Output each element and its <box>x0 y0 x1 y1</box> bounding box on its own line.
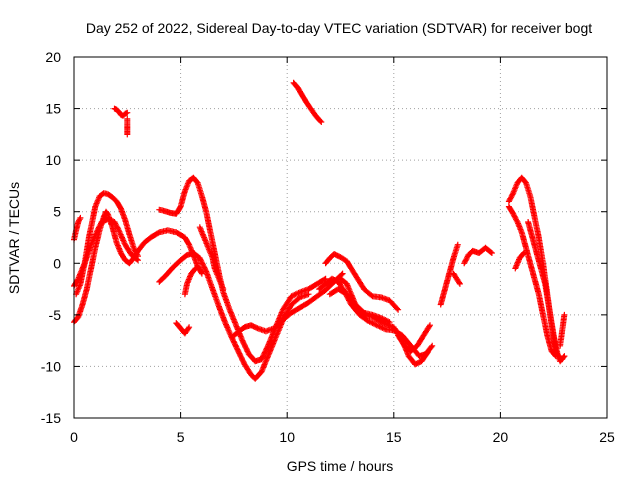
series-markers <box>111 105 131 119</box>
y-tick-label: 20 <box>45 49 61 65</box>
x-tick-label: 15 <box>386 429 402 445</box>
series-markers <box>124 115 131 138</box>
series-markers <box>512 250 527 272</box>
series-markers <box>322 251 402 313</box>
series-arc-25 <box>525 219 566 363</box>
plot-frame <box>73 56 608 419</box>
series-arc-26 <box>557 311 568 349</box>
series-arc-6 <box>124 115 131 138</box>
y-tick-label: 10 <box>45 152 61 168</box>
x-tick-label: 20 <box>493 429 509 445</box>
series-arc-18 <box>395 322 433 354</box>
series-markers <box>395 322 433 354</box>
x-tick-label: 25 <box>599 429 615 445</box>
series-markers <box>156 250 312 382</box>
series-arc-5 <box>111 105 131 119</box>
x-tick-label: 5 <box>177 429 185 445</box>
axis-ticks: 0 5 10 15 20 25 -15 -10 -5 0 5 10 15 20 <box>41 49 615 445</box>
series-arc-11 <box>196 224 227 293</box>
series-arc-23 <box>505 203 559 360</box>
x-tick-label: 10 <box>279 429 295 445</box>
series-markers <box>505 203 559 360</box>
series-arc-20 <box>450 270 463 287</box>
series-markers <box>461 244 495 267</box>
series-markers <box>230 270 346 339</box>
series-markers <box>181 265 199 298</box>
series-arc-14 <box>322 251 402 313</box>
series-markers <box>196 224 227 293</box>
series-arc-12 <box>230 270 346 339</box>
y-tick-label: 15 <box>45 101 61 117</box>
x-tick-label: 0 <box>70 429 78 445</box>
chart-title: Day 252 of 2022, Sidereal Day-to-day VTE… <box>86 20 592 36</box>
data-marks <box>71 79 568 382</box>
series-markers <box>437 241 461 308</box>
series-arc-19 <box>437 241 461 308</box>
series-arc-10 <box>181 265 199 298</box>
y-tick-label: -10 <box>41 358 61 374</box>
series-markers <box>557 311 568 349</box>
series-arc-24 <box>512 250 527 272</box>
series-markers <box>450 270 463 287</box>
y-axis-label: SDTVAR / TECUs <box>6 182 22 294</box>
series-arc-13 <box>290 79 325 125</box>
series-arc-21 <box>461 244 495 267</box>
y-tick-label: 0 <box>53 255 61 271</box>
series-markers <box>290 79 325 125</box>
y-tick-label: -15 <box>41 410 61 426</box>
x-axis-label: GPS time / hours <box>287 458 394 474</box>
series-markers <box>173 320 193 337</box>
series-arc-8 <box>156 250 312 382</box>
series-markers <box>525 219 566 363</box>
y-tick-label: -5 <box>49 307 62 323</box>
y-tick-label: 5 <box>53 204 61 220</box>
series-arc-9 <box>173 320 193 337</box>
